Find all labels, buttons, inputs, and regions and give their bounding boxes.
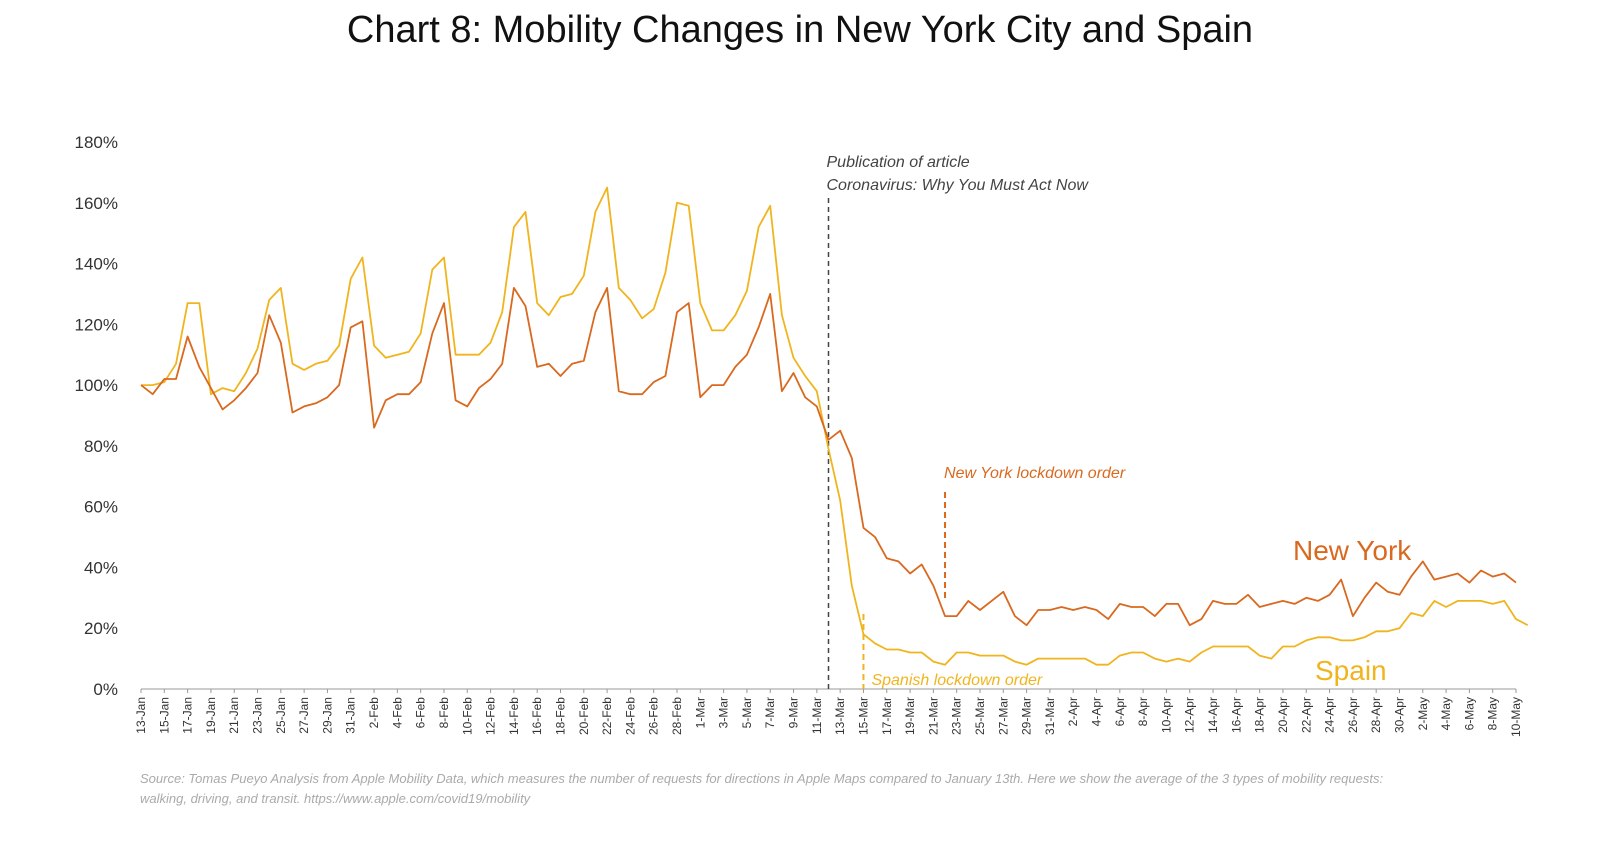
x-tick-label: 23-Mar [950,697,964,735]
x-tick-label: 19-Jan [204,697,218,734]
new-york-lockdown-label: New York lockdown order [944,465,1126,482]
x-tick-label: 16-Feb [530,697,544,735]
spain-series-label: Spain [1315,655,1387,686]
x-axis: 13-Jan 15-Jan 17-Jan 19-Jan 21-Jan 23-Jan 25-J… [134,689,1523,737]
x-tick-label: 25-Mar [973,697,987,735]
x-tick-label: 2-Feb [367,697,381,729]
y-tick-label: 60% [84,498,118,517]
x-tick-label: 11-Mar [810,697,824,734]
y-tick-label: 100% [75,376,118,395]
series-lines [140,186,1529,666]
y-axis: 0% 20% 40% 60% 80% 100% 120% 140% 160% 180% [75,133,118,699]
x-tick-label: 13-Mar [833,697,847,735]
x-tick-label: 18-Feb [553,697,567,735]
x-tick-label: 10-May [1509,697,1523,737]
x-tick-label: 20-Feb [577,697,591,735]
x-tick-label: 8-May [1486,697,1500,730]
x-tick-label: 21-Jan [227,697,241,734]
x-tick-label: 6-Feb [414,697,428,729]
x-tick-label: 12-Apr [1183,697,1197,733]
x-tick-label: 22-Apr [1299,697,1313,733]
x-tick-label: 4-Feb [390,697,404,729]
x-tick-label: 24-Feb [623,697,637,735]
x-tick-label: 8-Feb [437,697,451,729]
y-tick-label: 80% [84,437,118,456]
publication-annotation-line2: Coronavirus: Why You Must Act Now [827,177,1090,194]
x-tick-label: 26-Apr [1346,697,1360,733]
x-tick-label: 5-Mar [740,697,754,728]
new-york-series-line [140,287,1517,627]
x-tick-label: 10-Feb [460,697,474,735]
y-tick-label: 20% [84,619,118,638]
new-york-series-label: New York [1293,535,1412,566]
y-tick-label: 160% [75,194,118,213]
annotation-lines [827,198,947,689]
x-tick-label: 28-Apr [1369,697,1383,733]
x-tick-label: 31-Jan [344,697,358,734]
chart-title: Chart 8: Mobility Changes in New York Ci… [347,9,1253,51]
x-tick-label: 21-Mar [926,697,940,735]
y-tick-label: 0% [93,680,118,699]
x-tick-label: 4-May [1439,697,1453,730]
source-note-line1: Source: Tomas Pueyo Analysis from Apple … [140,771,1383,786]
x-tick-label: 15-Mar [856,697,870,735]
spanish-lockdown-label: Spanish lockdown order [871,672,1042,689]
x-tick-label: 27-Mar [996,697,1010,735]
source-note-line2: walking, driving, and transit. https://w… [140,791,532,806]
x-tick-label: 27-Jan [297,697,311,734]
x-tick-label: 3-Mar [717,697,731,728]
spain-series-line [141,186,1529,666]
x-tick-label: 26-Feb [647,697,661,735]
x-tick-label: 4-Apr [1090,697,1104,726]
x-tick-label: 8-Apr [1136,697,1150,726]
x-tick-label: 17-Mar [880,697,894,735]
x-tick-label: 12-Feb [484,697,498,735]
x-tick-label: 30-Apr [1392,697,1406,733]
x-tick-label: 2-May [1416,697,1430,730]
x-tick-label: 14-Feb [507,697,521,735]
x-tick-label: 25-Jan [274,697,288,734]
x-tick-label: 20-Apr [1276,697,1290,733]
x-tick-label: 24-Apr [1323,697,1337,733]
x-tick-label: 9-Mar [787,697,801,728]
x-tick-label: 10-Apr [1159,697,1173,733]
x-tick-label: 22-Feb [600,697,614,735]
x-tick-label: 29-Mar [1020,697,1034,735]
x-tick-label: 6-Apr [1113,697,1127,726]
x-tick-label: 23-Jan [251,697,265,734]
x-tick-label: 1-Mar [693,697,707,728]
x-tick-label: 6-May [1462,697,1476,730]
x-tick-label: 13-Jan [134,697,148,734]
x-tick-label: 18-Apr [1253,697,1267,733]
x-tick-label: 31-Mar [1043,697,1057,735]
publication-annotation-line1: Publication of article [827,154,970,171]
x-tick-label: 16-Apr [1229,697,1243,733]
x-tick-label: 28-Feb [670,697,684,735]
x-tick-label: 29-Jan [320,697,334,734]
x-tick-label: 15-Jan [157,697,171,734]
x-tick-label: 2-Apr [1066,697,1080,726]
y-tick-label: 40% [84,558,118,577]
y-tick-label: 120% [75,315,118,334]
x-tick-label: 14-Apr [1206,697,1220,733]
y-tick-label: 180% [75,133,118,152]
x-tick-label: 7-Mar [763,697,777,728]
y-tick-label: 140% [75,255,118,274]
x-tick-label: 17-Jan [181,697,195,734]
x-tick-label: 19-Mar [903,697,917,735]
